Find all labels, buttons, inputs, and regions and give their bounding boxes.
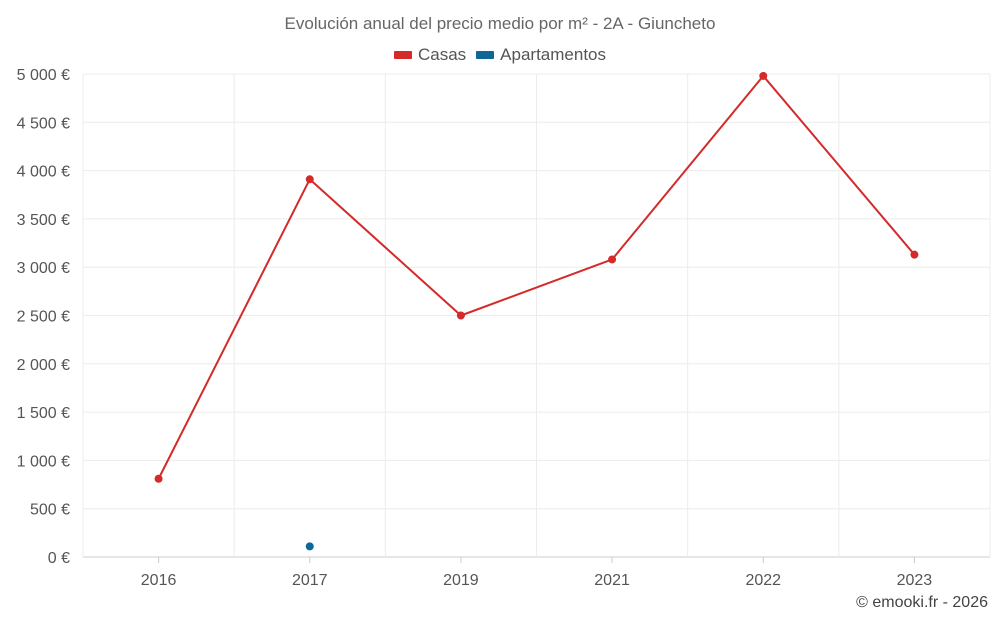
series-line-casas <box>157 74 916 480</box>
y-tick-label: 5 000 € <box>17 67 70 84</box>
data-point-apartamentos <box>305 542 314 551</box>
chart-title: Evolución anual del precio medio por m² … <box>284 14 716 33</box>
x-tick-label: 2022 <box>745 572 781 589</box>
y-tick-label: 3 000 € <box>17 260 70 277</box>
legend-label-casas: Casas <box>417 45 467 64</box>
x-tick-label: 2023 <box>897 572 933 589</box>
data-point-casas <box>910 250 919 259</box>
data-point-casas <box>608 255 617 264</box>
y-tick-label: 1 500 € <box>17 405 70 422</box>
y-tick-label: 1 000 € <box>17 453 70 470</box>
y-tick-label: 0 € <box>48 550 70 567</box>
credit-text: © emooki.fr - 2026 <box>856 594 988 611</box>
y-tick-label: 3 500 € <box>17 212 70 229</box>
x-tick-label: 2016 <box>141 572 177 589</box>
y-tick-label: 2 000 € <box>17 357 70 374</box>
y-tick-label: 4 500 € <box>17 115 70 132</box>
x-tick-label: 2021 <box>594 572 630 589</box>
y-tick-label: 2 500 € <box>17 309 70 326</box>
data-point-casas <box>305 175 314 184</box>
data-point-casas <box>759 71 768 80</box>
data-point-casas <box>154 474 163 483</box>
legend-label-apartamentos: Apartamentos <box>500 45 607 64</box>
data-point-casas <box>456 311 465 320</box>
legend-swatch-apartamentos <box>476 51 495 59</box>
y-tick-label: 4 000 € <box>17 164 70 181</box>
y-tick-label: 500 € <box>30 502 70 519</box>
x-tick-label: 2017 <box>292 572 328 589</box>
x-tick-label: 2019 <box>443 572 479 589</box>
legend-swatch-casas <box>393 51 412 59</box>
legend-item-apartamentos[interactable]: Apartamentos <box>476 45 606 65</box>
legend-item-casas[interactable]: Casas <box>393 45 467 65</box>
chart-legend: Casas Apartamentos <box>0 45 1000 65</box>
